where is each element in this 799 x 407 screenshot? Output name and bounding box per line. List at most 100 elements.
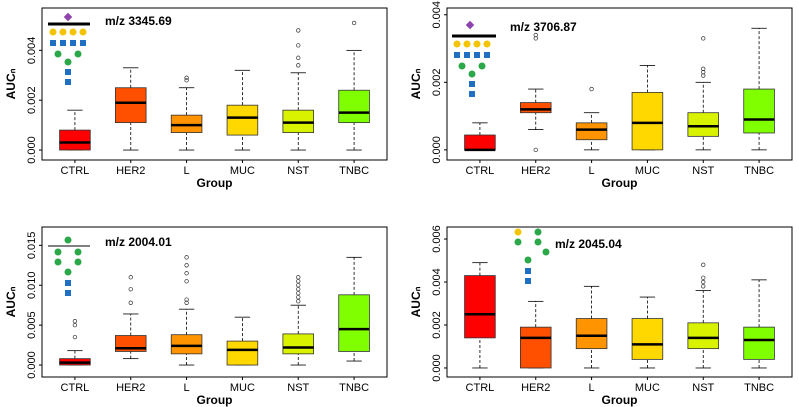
outlier bbox=[296, 279, 301, 284]
outlier bbox=[296, 55, 301, 60]
outlier bbox=[296, 295, 301, 300]
outlier bbox=[701, 262, 706, 267]
x-tick-label: HER2 bbox=[521, 382, 550, 394]
outlier bbox=[296, 275, 301, 280]
y-tick-label: 0.004 bbox=[431, 268, 443, 296]
box bbox=[114, 87, 147, 124]
outlier bbox=[72, 334, 78, 340]
box bbox=[338, 89, 370, 124]
box bbox=[631, 318, 664, 360]
y-tick-label: 0.006 bbox=[431, 225, 443, 253]
x-tick-label: CTRL bbox=[61, 165, 90, 177]
outlier bbox=[701, 36, 706, 41]
outlier bbox=[72, 322, 78, 328]
x-tick-label: L bbox=[184, 382, 190, 394]
panel: 0.000 0.002 0.004 AUCₙ Group m/z 3345.69 CTRL H… bbox=[4, 7, 388, 190]
y-tick-label: 0.002 bbox=[431, 311, 443, 339]
x-tick-label: TNBC bbox=[339, 382, 369, 394]
chart-title: m/z 3345.69 bbox=[105, 14, 172, 28]
y-tick-label: 0.005 bbox=[26, 311, 38, 339]
x-tick-label: NST bbox=[287, 165, 309, 177]
x-tick-label: HER2 bbox=[116, 382, 145, 394]
x-tick-label: TNBC bbox=[744, 165, 774, 177]
outlier bbox=[296, 287, 301, 292]
outlier bbox=[128, 275, 133, 280]
x-tick-label: HER2 bbox=[521, 165, 550, 177]
panel: 0.000 0.002 0.004 AUCₙ Group m/z 3706.87 CTRL H… bbox=[409, 1, 793, 190]
outlier bbox=[296, 299, 301, 304]
outlier bbox=[589, 86, 594, 92]
y-tick-label: 0.000 bbox=[431, 354, 443, 382]
glycan-icon bbox=[48, 236, 90, 296]
x-tick-label: L bbox=[184, 165, 190, 177]
y-axis-label: AUCₙ bbox=[4, 286, 18, 317]
box bbox=[59, 129, 91, 151]
box bbox=[338, 294, 370, 352]
x-axis-label: Group bbox=[197, 393, 233, 407]
outlier bbox=[72, 318, 78, 324]
outlier bbox=[533, 32, 538, 38]
outlier bbox=[128, 287, 133, 292]
box bbox=[226, 104, 259, 136]
x-tick-label: NST bbox=[692, 165, 714, 177]
box bbox=[575, 318, 608, 350]
x-tick-label: MUC bbox=[230, 165, 255, 177]
y-tick-label: 0.015 bbox=[26, 232, 38, 260]
box bbox=[687, 112, 720, 137]
x-tick-label: L bbox=[589, 165, 595, 177]
outlier bbox=[296, 28, 301, 33]
x-tick-label: TNBC bbox=[339, 165, 369, 177]
plot-frame bbox=[446, 226, 793, 378]
x-tick-label: CTRL bbox=[61, 382, 90, 394]
outlier bbox=[701, 66, 706, 71]
outlier bbox=[701, 279, 706, 285]
box bbox=[631, 92, 664, 151]
y-tick-label: 0.002 bbox=[26, 86, 38, 114]
outlier bbox=[296, 291, 301, 296]
x-tick-label: MUC bbox=[635, 165, 660, 177]
outlier bbox=[296, 43, 301, 48]
outlier bbox=[128, 300, 133, 305]
outlier bbox=[296, 63, 301, 68]
glycan-icon bbox=[514, 228, 550, 284]
x-axis-label: Group bbox=[602, 393, 638, 407]
box bbox=[226, 340, 259, 366]
y-tick-label: 0.002 bbox=[431, 69, 443, 97]
y-tick-label: 0.000 bbox=[26, 136, 38, 164]
outlier bbox=[184, 279, 189, 284]
x-tick-label: MUC bbox=[230, 382, 255, 394]
panel: 0.000 0.005 0.010 0.015 AUCₙ Group m/z 2004.01… bbox=[4, 226, 388, 407]
y-axis-label: AUCₙ bbox=[4, 68, 18, 99]
outlier bbox=[184, 255, 189, 260]
outlier bbox=[184, 263, 189, 268]
x-tick-label: CTRL bbox=[466, 165, 495, 177]
outlier bbox=[351, 20, 357, 26]
x-tick-label: CTRL bbox=[466, 382, 495, 394]
chart-title: m/z 3706.87 bbox=[510, 20, 577, 34]
x-tick-label: HER2 bbox=[116, 165, 145, 177]
glycan-icon bbox=[452, 20, 496, 97]
chart-title: m/z 2045.04 bbox=[555, 237, 622, 251]
y-axis-label: AUCₙ bbox=[409, 68, 423, 99]
outlier bbox=[184, 297, 189, 302]
box bbox=[519, 102, 552, 114]
plot-frame bbox=[446, 7, 793, 161]
x-tick-label: TNBC bbox=[744, 382, 774, 394]
outlier bbox=[184, 75, 189, 80]
glycan-icon bbox=[48, 12, 90, 85]
y-tick-label: 0.000 bbox=[431, 136, 443, 164]
box bbox=[687, 322, 720, 350]
box bbox=[743, 88, 775, 134]
outlier bbox=[701, 284, 706, 289]
box bbox=[464, 275, 496, 339]
box bbox=[743, 326, 775, 360]
x-axis-label: Group bbox=[602, 176, 638, 190]
outlier bbox=[701, 275, 706, 280]
x-axis-label: Group bbox=[197, 176, 233, 190]
panel: 0.000 0.002 0.004 0.006 AUCₙ Group m/z 2045.04… bbox=[409, 225, 793, 407]
box bbox=[575, 122, 608, 141]
plot-frame bbox=[41, 7, 388, 161]
y-tick-label: 0.004 bbox=[431, 1, 443, 29]
y-tick-label: 0.010 bbox=[26, 271, 38, 299]
